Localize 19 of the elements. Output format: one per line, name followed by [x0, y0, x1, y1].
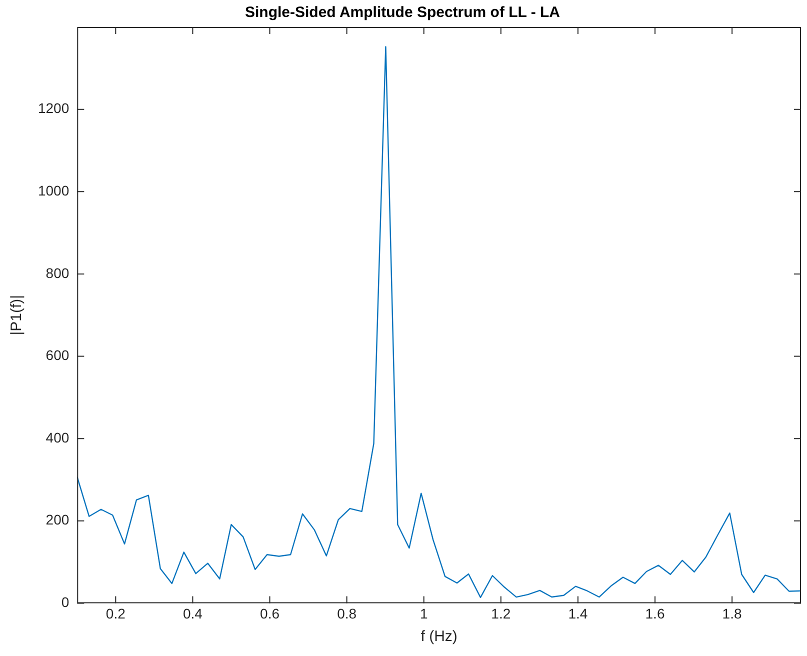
y-tick-label: 200 [46, 512, 70, 528]
x-axis-title: f (Hz) [420, 628, 458, 646]
x-tick-label: 0.8 [337, 605, 357, 622]
chart-title: Single-Sided Amplitude Spectrum of LL - LA [244, 4, 560, 22]
x-tick-label: 0.4 [182, 605, 203, 622]
x-tick-label: 0.6 [260, 605, 280, 622]
y-tick-label: 1200 [38, 100, 70, 116]
y-tick-label: 800 [46, 264, 70, 281]
y-tick-label: 1000 [38, 182, 70, 198]
x-tick-label: 1 [420, 605, 428, 622]
y-tick-label: 0 [61, 594, 70, 610]
y-tick-label: 600 [46, 347, 70, 364]
y-tick-label: 400 [46, 429, 70, 446]
x-tick-label: 1.2 [491, 605, 511, 622]
x-tick-label: 0.2 [106, 605, 126, 622]
x-tick-label: 1.4 [568, 605, 588, 622]
y-axis-title: |P1(f)| [8, 294, 26, 336]
x-tick-label: 1.8 [722, 605, 742, 622]
x-tick-label: 1.6 [645, 605, 665, 622]
